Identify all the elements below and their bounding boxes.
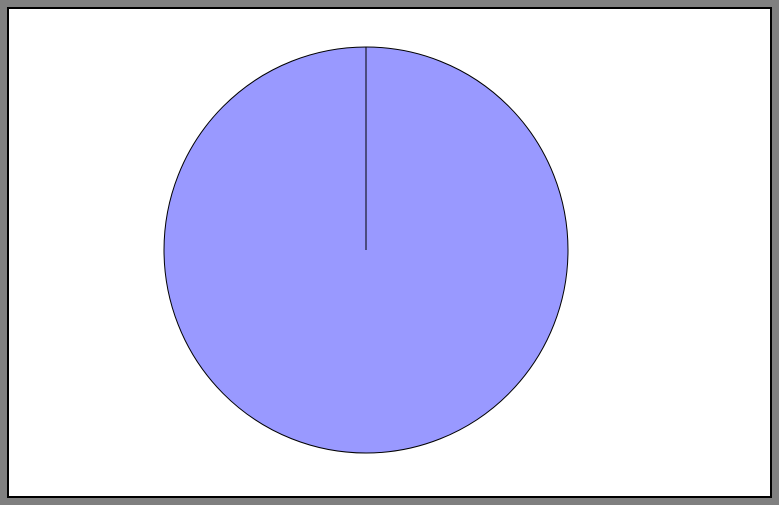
chart-canvas [7, 7, 772, 498]
pie-chart [163, 46, 569, 454]
